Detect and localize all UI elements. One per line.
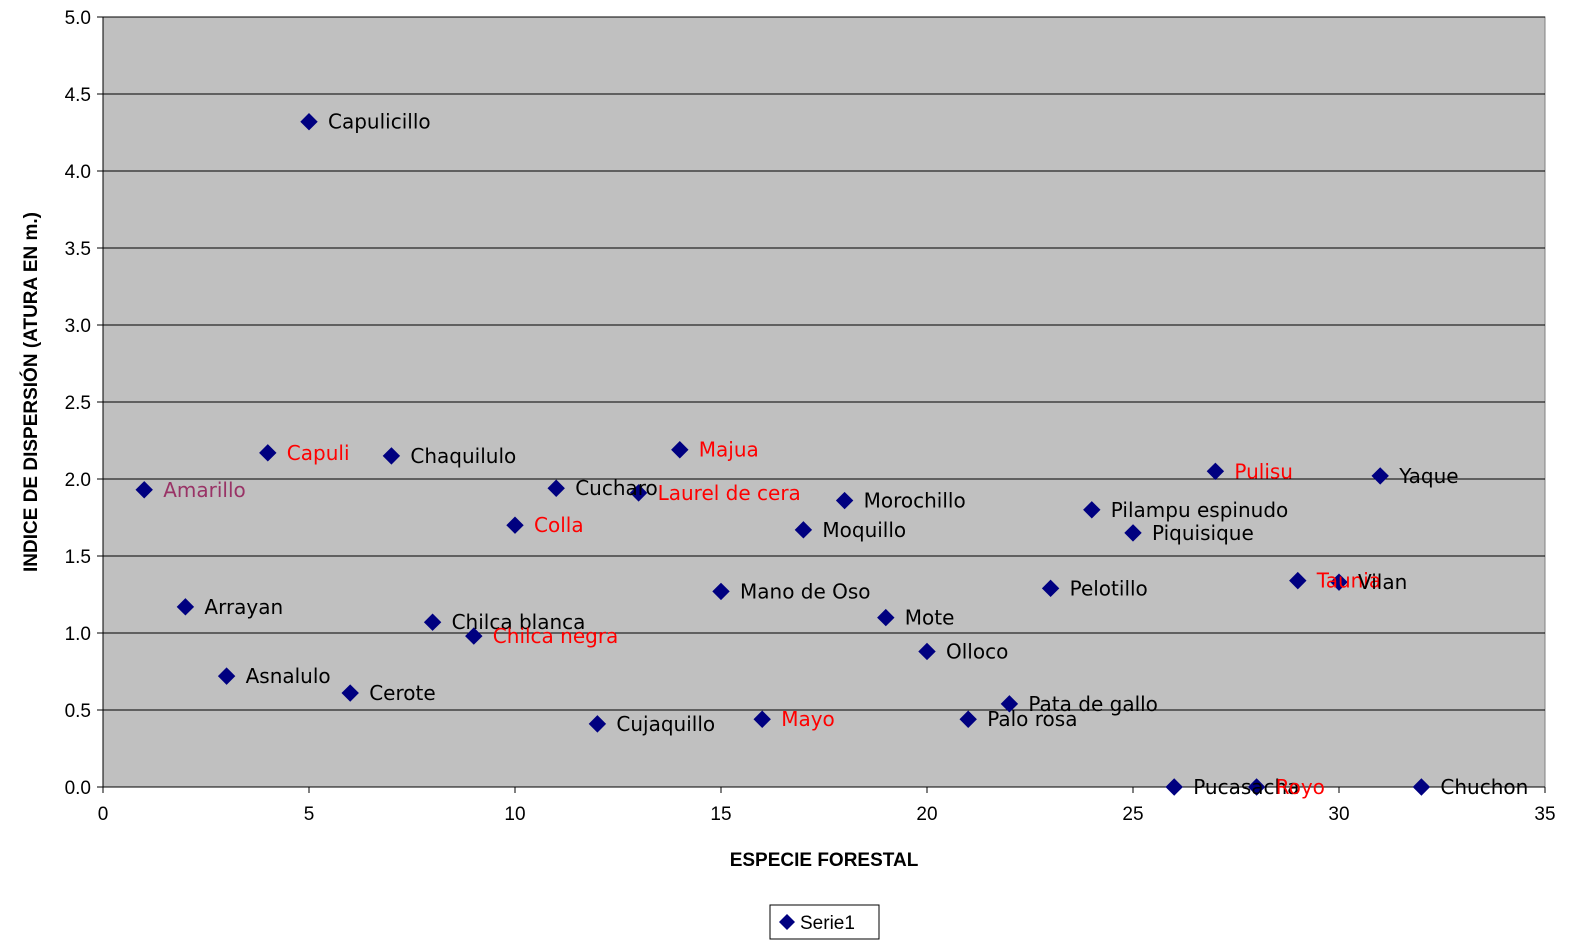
data-point [1371,467,1389,485]
point-label: Royo [1276,775,1325,799]
x-tick-label: 10 [504,804,525,825]
data-point [1083,501,1101,519]
data-point [835,491,854,510]
y-tick-label: 1.5 [65,547,91,568]
point-label: Pucasacha [1193,775,1299,799]
data-point [712,582,730,601]
point-labels: Amarillo Arrayan Asnalulo Capuli Capulicillo… [163,110,1528,799]
y-axis-title: INDICE DE DISPERSIÓN (ATURA EN m.) [20,212,42,572]
data-point [1000,695,1019,713]
data-point [588,715,607,733]
point-label: Colla [534,513,584,537]
y-tick-label: 1.0 [65,624,91,645]
point-label: Pulisu [1234,459,1293,483]
point-label: Arrayan [204,595,283,619]
point-label: Morochillo [864,489,966,513]
data-point [465,627,483,645]
y-tick-label: 4.5 [65,85,91,106]
point-label: Chuchon [1440,775,1528,799]
point-label: Chilca negra [493,624,619,648]
x-tick-label: 35 [1534,804,1555,825]
y-tick-label: 2.0 [65,470,91,491]
point-label: Asnalulo [246,664,331,688]
point-label: Amarillo [163,478,246,502]
gridlines [102,16,1545,788]
data-point [217,667,236,685]
x-tick-label: 15 [710,804,731,825]
data-point [300,113,318,131]
y-tick-label: 2.5 [65,393,91,414]
y-tick-label: 4.0 [65,162,91,183]
point-label: Pata de gallo [1028,692,1158,716]
x-axis-ticks: 0 5 10 15 20 25 30 35 [98,787,1556,825]
data-point [1041,579,1060,598]
x-tick-label: 0 [98,804,109,825]
point-label: Laurel de cera [658,481,801,505]
x-tick-label: 5 [304,804,315,825]
point-label: Piquisique [1152,521,1254,545]
data-point [1412,778,1431,796]
legend-entry-serie1: Serie1 [800,913,855,934]
x-axis-title: ESPECIE FORESTAL [730,850,919,871]
data-point [629,484,648,502]
data-point [1247,778,1266,796]
data-point [918,642,936,661]
point-label: Moquillo [822,518,906,542]
data-point [753,710,771,728]
point-label: Cerote [369,681,435,705]
y-tick-label: 0.0 [65,778,91,799]
data-point [382,447,401,465]
x-tick-label: 20 [916,804,937,825]
data-point [959,710,977,728]
y-tick-label: 3.0 [65,316,91,337]
data-point [341,684,359,702]
point-label: Majua [699,438,759,462]
point-label: Yaque [1398,464,1458,488]
data-point [506,516,524,534]
point-label: Chilca blanca [452,610,586,634]
data-point [1289,571,1307,590]
point-label: Cucharo [575,476,658,500]
point-label: Chaquilulo [410,444,516,468]
data-point [547,479,565,497]
x-tick-label: 30 [1328,804,1349,825]
point-label: Taunia [1316,569,1381,593]
data-point [1330,573,1348,591]
point-label: Mote [905,606,955,630]
point-label: Capuli [287,441,350,465]
point-label: Palo rosa [987,707,1077,731]
data-point [1165,778,1183,796]
point-label: Pelotillo [1070,576,1148,600]
data-point [1124,524,1142,542]
y-tick-label: 0.5 [65,701,91,722]
y-tick-label: 3.5 [65,239,91,260]
data-point [176,598,195,616]
point-label: Cujaquillo [616,712,715,736]
legend-marker-diamond-icon [779,914,795,930]
data-point [135,481,153,499]
data-point [794,521,813,539]
point-label: Vilan [1358,570,1407,594]
data-point [671,441,689,459]
data-point [423,613,442,631]
point-label: Mayo [781,707,835,731]
y-tick-label: 5.0 [65,8,91,29]
y-axis-ticks: 0.0 0.5 1.0 1.5 2.0 2.5 3.0 3.5 4.0 4.5 5.0 [65,8,103,799]
x-tick-label: 25 [1122,804,1143,825]
data-point [1206,462,1225,481]
point-label: Pilampu espinudo [1111,498,1288,522]
point-label: Olloco [946,639,1008,663]
data-point [877,608,895,627]
point-label: Mano de Oso [740,579,871,603]
data-points [135,113,1431,796]
legend[interactable]: Serie1 [769,904,880,940]
point-label: Capulicillo [328,110,431,134]
data-point [259,444,277,462]
